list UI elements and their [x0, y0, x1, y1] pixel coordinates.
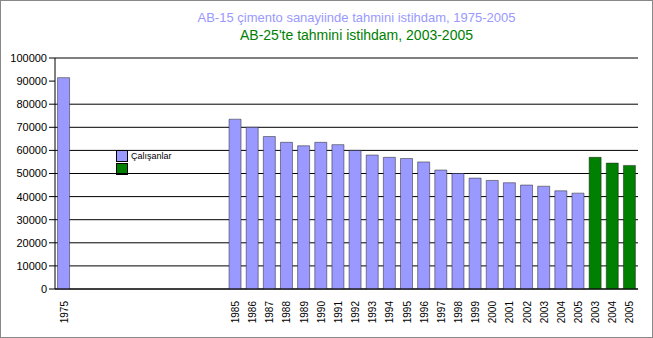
svg-text:60000: 60000 [16, 144, 47, 156]
svg-text:70000: 70000 [16, 121, 47, 133]
svg-text:1991: 1991 [333, 301, 344, 324]
svg-text:2003: 2003 [539, 301, 550, 324]
html-text:Çalışanlar: Çalışanlar [131, 150, 172, 161]
svg-text:1998: 1998 [453, 301, 464, 324]
svg-text:2001: 2001 [504, 301, 515, 324]
svg-text:1994: 1994 [384, 301, 395, 324]
svg-text:50000: 50000 [16, 167, 47, 179]
svg-text:2004: 2004 [556, 301, 567, 324]
svg-text:1995: 1995 [402, 301, 413, 324]
svg-text:2002: 2002 [522, 301, 533, 324]
svg-text:40000: 40000 [16, 191, 47, 203]
svg-text:1986: 1986 [247, 301, 258, 324]
svg-text:100000: 100000 [10, 52, 47, 64]
svg-text:1987: 1987 [264, 301, 275, 324]
svg-text:2000: 2000 [487, 301, 498, 324]
svg-text:1990: 1990 [316, 301, 327, 324]
svg-text:1999: 1999 [470, 301, 481, 324]
svg-text:80000: 80000 [16, 98, 47, 110]
svg-text:90000: 90000 [16, 75, 47, 87]
svg-text:1988: 1988 [281, 301, 292, 324]
svg-text:0: 0 [41, 283, 47, 295]
svg-text:1992: 1992 [350, 301, 361, 324]
svg-text:1989: 1989 [299, 301, 310, 324]
svg-text:20000: 20000 [16, 237, 47, 249]
svg-text:2005: 2005 [573, 301, 584, 324]
svg-text:1993: 1993 [367, 301, 378, 324]
svg-text:1997: 1997 [436, 301, 447, 324]
html-text:AB-25'te tahmini istihdam, 200: AB-25'te tahmini istihdam, 2003-2005 [240, 27, 473, 43]
svg-text:30000: 30000 [16, 214, 47, 226]
svg-text:2004: 2004 [607, 301, 618, 324]
svg-text:10000: 10000 [16, 260, 47, 272]
svg-text:2003: 2003 [590, 301, 601, 324]
svg-text:1996: 1996 [419, 301, 430, 324]
svg-text:2005: 2005 [624, 301, 635, 324]
svg-text:1985: 1985 [230, 301, 241, 324]
svg-text:1975: 1975 [59, 301, 70, 324]
html-text:AB-15 çimento sanayiinde tahmi: AB-15 çimento sanayiinde tahmini istihda… [197, 10, 516, 25]
